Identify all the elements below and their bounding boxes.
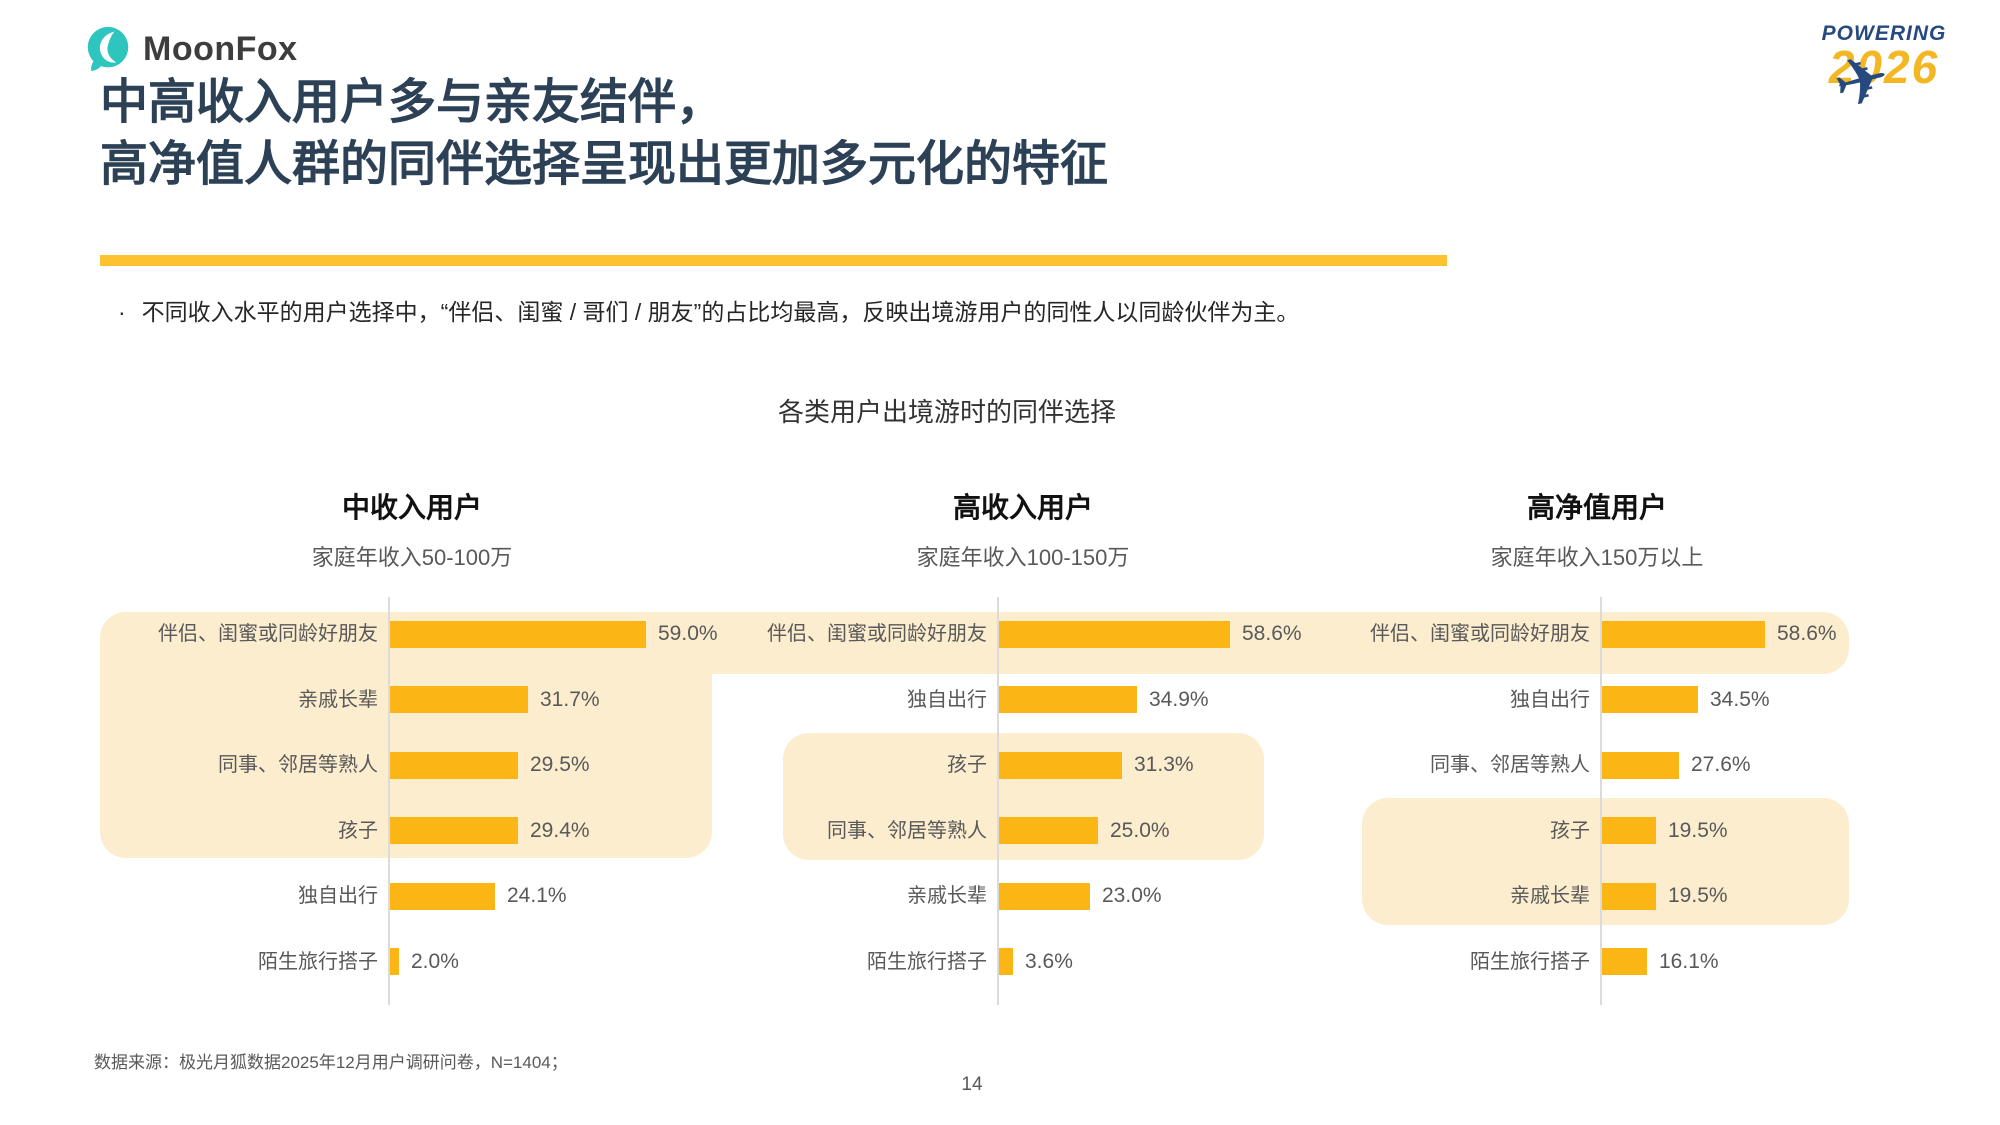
bar-value-label: 19.5% [1668, 818, 1728, 842]
bar [390, 817, 518, 844]
powering-text: POWERING [1821, 22, 1947, 45]
bar [999, 751, 1122, 779]
bar-category-label: 伴侣、闺蜜或同龄好朋友 [767, 623, 987, 645]
bar-category-label: 亲戚长辈 [907, 885, 987, 907]
bar [390, 686, 528, 713]
bar-value-label: 27.6% [1691, 753, 1751, 776]
bar-category-label: 陌生旅行搭子 [1470, 950, 1590, 973]
bar-value-label: 25.0% [1110, 818, 1170, 842]
bar [999, 817, 1098, 844]
bar-category-label: 孩子 [947, 754, 987, 776]
bar [390, 948, 399, 975]
bar [390, 751, 518, 779]
bar-category-label: 同事、邻居等熟人 [827, 819, 987, 842]
axis-line [388, 597, 390, 1005]
bar-value-label: 16.1% [1659, 949, 1719, 973]
bar [999, 882, 1090, 910]
group-subtitle: 家庭年收入50-100万 [311, 545, 513, 570]
bar-value-label: 24.1% [507, 884, 567, 907]
moonfox-logo: MoonFox [85, 26, 298, 72]
slide-title: 中高收入用户多与亲友结伴， 高净值人群的同伴选择呈现出更加多元化的特征 [100, 72, 1108, 197]
bar-value-label: 23.0% [1102, 884, 1162, 907]
year-2026-text: 2026 [1828, 41, 1940, 93]
powering-2026-badge: POWERING 2026 ✈ [1800, 22, 1968, 124]
bar [1602, 686, 1698, 713]
bar-value-label: 19.5% [1668, 884, 1728, 907]
bar-category-label: 亲戚长辈 [298, 688, 378, 711]
bar-value-label: 2.0% [411, 949, 459, 973]
bar-value-label: 29.5% [530, 753, 590, 776]
bar-category-label: 独自出行 [907, 688, 987, 711]
bar-category-label: 伴侣、闺蜜或同龄好朋友 [1370, 623, 1590, 645]
title-line-2: 高净值人群的同伴选择呈现出更加多元化的特征 [100, 138, 1109, 192]
bar [1602, 948, 1647, 975]
bullet-text: 不同收入水平的用户选择中，“伴侣、闺蜜 / 哥们 / 朋友”的占比均最高，反映出… [141, 299, 1300, 325]
bar-value-label: 3.6% [1025, 949, 1073, 973]
bar-value-label: 31.3% [1134, 753, 1194, 776]
logo-text: MoonFox [143, 29, 298, 68]
insight-bullet: · 不同收入水平的用户选择中，“伴侣、闺蜜 / 哥们 / 朋友”的占比均最高，反… [118, 296, 1299, 329]
bar [390, 620, 646, 648]
bar [999, 686, 1137, 713]
page-number: 14 [961, 1074, 983, 1095]
bar [999, 620, 1230, 648]
group-subtitle: 家庭年收入150万以上 [1490, 545, 1704, 570]
bar-category-label: 独自出行 [298, 885, 378, 907]
footer-source: 数据来源：极光月狐数据2025年12月用户调研问卷，N=1404； [94, 1053, 568, 1072]
bar-value-label: 34.9% [1149, 687, 1209, 711]
bar-category-label: 陌生旅行搭子 [867, 950, 987, 973]
bar-value-label: 29.4% [530, 818, 590, 842]
bar-value-label: 58.6% [1242, 622, 1302, 645]
group-subtitle: 家庭年收入100-150万 [916, 545, 1130, 570]
bar-category-label: 伴侣、闺蜜或同龄好朋友 [158, 623, 378, 645]
axis-line [997, 597, 999, 1005]
title-accent-underline [100, 255, 1447, 266]
bar-value-label: 34.5% [1710, 687, 1770, 711]
bar-value-label: 59.0% [658, 622, 718, 645]
bar-category-label: 陌生旅行搭子 [258, 950, 378, 973]
group-name: 高收入用户 [952, 492, 1093, 523]
bullet-marker: · [118, 299, 126, 325]
bar-category-label: 同事、邻居等熟人 [1430, 754, 1590, 776]
bar-category-label: 孩子 [1550, 819, 1590, 842]
group-header-high-income: 高收入用户 家庭年收入100-150万 [763, 486, 1283, 572]
title-line-1: 中高收入用户多与亲友结伴， [100, 76, 725, 129]
group-header-mid-income: 中收入用户 家庭年收入50-100万 [152, 486, 672, 572]
bar-value-label: 58.6% [1777, 622, 1837, 645]
bar [1602, 817, 1656, 844]
bar [1602, 882, 1656, 910]
axis-line [1600, 597, 1602, 1005]
group-header-high-net-worth: 高净值用户 家庭年收入150万以上 [1337, 486, 1857, 572]
chart-title: 各类用户出境游时的同伴选择 [777, 397, 1116, 427]
bar [1602, 620, 1765, 648]
bar-category-label: 孩子 [338, 819, 378, 842]
fox-icon [87, 26, 129, 72]
bar-category-label: 同事、邻居等熟人 [218, 754, 378, 776]
bar-value-label: 31.7% [540, 687, 600, 711]
bar-category-label: 独自出行 [1510, 688, 1590, 711]
bar [390, 882, 495, 910]
bar [999, 948, 1013, 975]
group-name: 中收入用户 [341, 492, 482, 523]
bar [1602, 751, 1679, 779]
bar-category-label: 亲戚长辈 [1510, 885, 1590, 907]
group-name: 高净值用户 [1526, 492, 1667, 523]
